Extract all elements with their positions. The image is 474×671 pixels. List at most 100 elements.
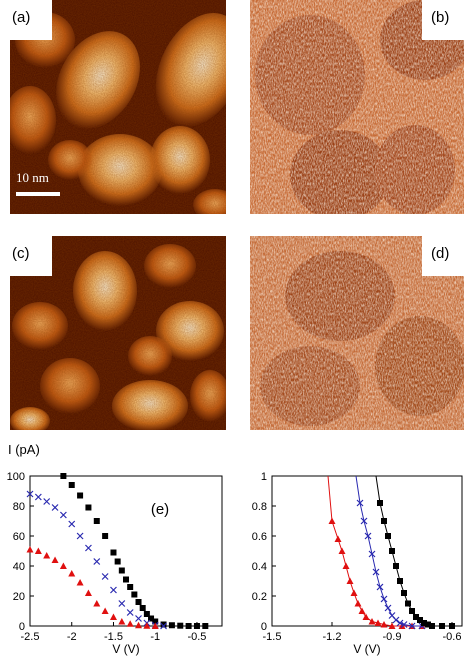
x-tick-label: -0.5 [187,631,206,643]
data-point-square [160,621,167,628]
data-point-triangle [135,621,143,629]
panel-label-e: (e) [151,501,169,518]
panel-d-current-map: (d) [250,236,464,430]
data-point-cross [110,586,117,594]
data-point-triangle [334,535,342,542]
data-point-triangle [43,552,51,559]
data-point-triangle [380,621,388,628]
data-point-square [148,615,155,622]
data-point-square [389,548,395,554]
x-tick-label: -1 [150,631,160,643]
data-point-cross [59,511,67,519]
x-tick-label: -0.6 [443,631,462,643]
data-point-cross [368,550,376,558]
data-point-square [110,549,117,556]
data-point-cross [43,498,51,505]
data-point-square [405,600,411,607]
data-point-square [397,578,403,584]
data-point-triangle [350,589,358,596]
scalebar [16,192,60,196]
data-point-triangle [93,600,101,607]
data-point-square [413,614,419,620]
data-point-cross [380,595,388,603]
y-tick-label: 20 [13,591,25,603]
data-point-square [118,567,125,574]
panel-label-c: (c) [10,236,52,276]
plot-frame-0 [29,475,223,627]
data-point-square [152,618,159,625]
data-point-triangle [328,517,336,524]
data-point-square [425,621,431,628]
data-point-cross [400,621,408,628]
data-point-cross [364,532,372,540]
data-point-triangle [342,562,350,569]
data-point-square [77,492,84,499]
data-point-cross [76,532,84,540]
x-axis-label: V (V) [353,642,380,656]
data-point-triangle [388,622,396,629]
data-point-triangle [346,577,354,584]
y-tick-label: 0.8 [252,501,267,513]
data-point-square [185,623,192,629]
data-point-square [177,622,184,629]
x-axis-label: V (V) [112,642,139,656]
data-point-square [143,611,150,617]
data-point-cross [392,616,400,624]
data-point-triangle [59,562,67,569]
data-point-square [193,623,200,629]
data-point-triangle [374,619,382,626]
panel-b-current-map: (b) [250,0,464,214]
data-point-square [85,504,92,511]
data-point-square [168,622,175,629]
data-point-triangle [34,547,42,554]
data-point-square [127,584,134,590]
data-point-cross [396,619,404,627]
data-point-triangle [101,607,109,614]
data-point-cross [85,544,92,552]
panel-c-topography: (c) [10,236,226,430]
data-point-triangle [118,618,126,625]
data-point-square [131,591,138,598]
data-point-triangle [26,546,34,553]
scalebar-label: 10 nm [16,170,49,185]
y-tick-label: 0.6 [252,531,267,543]
y-tick-label: 0 [19,621,25,633]
x-tick-label: -1.5 [263,631,282,643]
data-point-square [421,620,427,626]
panel-label-b: (b) [422,0,464,40]
data-point-cross [126,609,134,616]
data-point-square [202,623,209,629]
data-point-cross [372,568,380,576]
data-point-square [409,608,415,614]
data-point-cross [160,622,167,630]
data-point-triangle [109,613,117,620]
y-tick-label: 40 [13,561,25,573]
data-point-triangle [68,570,76,577]
x-tick-label: -2 [67,631,77,643]
data-point-square [114,558,121,565]
data-point-square [139,605,146,611]
iv-curves-figure: -2.5 -2 -1.5 -1 -0.5 0 20 40 60 80 100 V (V) (e) -1.5… [7,471,463,656]
data-point-triangle [51,556,59,563]
data-point-cross [408,622,416,630]
data-point-square [385,533,391,539]
data-point-square [381,518,387,524]
data-point-square [93,518,100,524]
plot-frame-1 [271,475,463,627]
data-point-cross [376,583,384,591]
panel-label-d: (d) [422,236,464,276]
data-point-square [60,473,67,479]
data-point-square [135,599,142,605]
data-point-square [123,576,129,583]
y-tick-label: 0.2 [252,591,267,603]
data-point-cross [101,573,109,580]
data-point-triangle [362,613,370,620]
data-point-cross [34,493,42,501]
x-tick-label: -1.2 [323,631,342,643]
y-axis-label-current: I (pA) [8,442,40,457]
data-point-square [439,623,445,629]
y-tick-label: 0 [261,621,267,633]
y-tick-label: 80 [13,501,25,513]
panel-a-topography: (a) 10 nm [10,0,226,214]
data-point-cross [26,490,34,498]
